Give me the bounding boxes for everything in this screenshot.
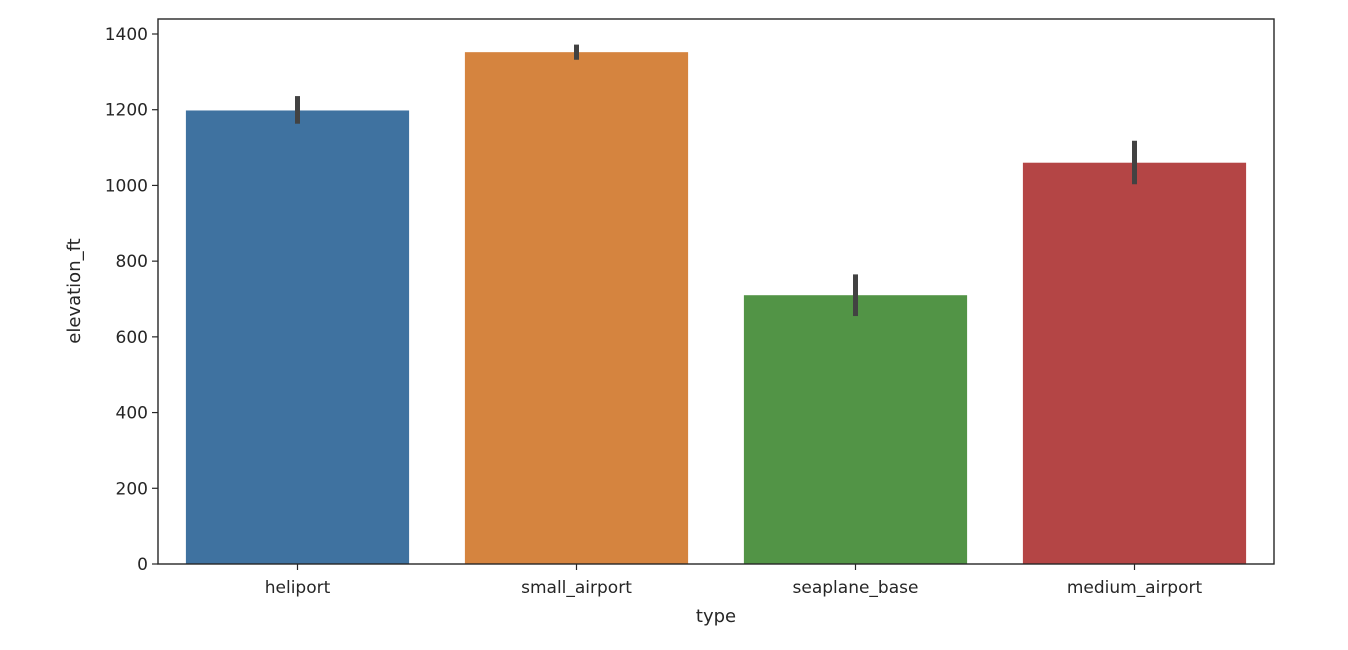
plot-area-frame — [157, 18, 1275, 565]
y-tick-label: 1200 — [105, 101, 148, 121]
y-tick-label: 1000 — [105, 176, 148, 196]
x-tick-label: medium_airport — [1067, 578, 1203, 598]
y-tick-label: 600 — [116, 328, 148, 348]
y-tick-label: 800 — [116, 252, 148, 272]
error-bars-layer — [295, 44, 1137, 317]
bar-heliport — [185, 110, 410, 564]
y-tick-label: 1400 — [105, 25, 148, 45]
x-tick-label: heliport — [265, 578, 331, 598]
y-axis-label: elevation_ft — [64, 238, 85, 343]
x-tick-label: small_airport — [521, 578, 632, 598]
bar-seaplane-base — [743, 295, 968, 564]
x-axis: heliport small_airport seaplane_base medium… — [265, 564, 1203, 598]
bar-medium-airport — [1022, 162, 1247, 564]
y-axis: 0 200 400 600 800 1000 1200 1400 — [105, 25, 158, 575]
y-tick-label: 0 — [137, 555, 148, 575]
x-axis-label: type — [696, 606, 736, 627]
y-tick-label: 200 — [116, 479, 148, 499]
y-tick-label: 400 — [116, 404, 148, 424]
bar-small-airport — [464, 52, 689, 565]
bars-layer — [185, 52, 1247, 565]
x-tick-label: seaplane_base — [793, 578, 919, 598]
